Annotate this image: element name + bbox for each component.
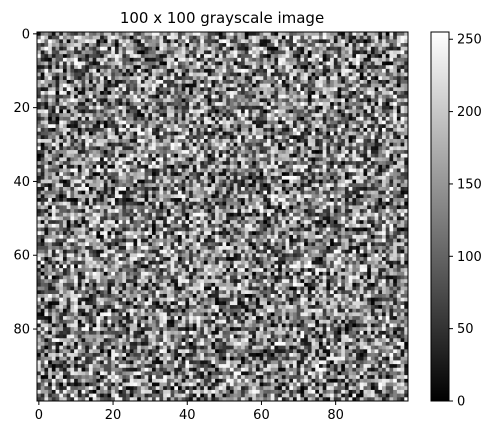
x-tick-label: 80 (327, 408, 344, 423)
heatmap-image (37, 32, 409, 402)
x-tick-label: 0 (35, 408, 43, 423)
colorbar-tick-label: 200 (457, 105, 482, 120)
x-tick-label: 40 (179, 408, 196, 423)
x-tick-label: 20 (105, 408, 122, 423)
y-tick-label: 60 (13, 249, 30, 264)
plot-frame (36, 31, 409, 402)
y-tick-label: 0 (22, 27, 30, 42)
y-tick-label: 20 (13, 101, 30, 116)
colorbar (430, 31, 450, 402)
colorbar-tick-label: 250 (457, 33, 482, 48)
y-tick-label: 40 (13, 175, 30, 190)
colorbar-tick-label: 0 (457, 395, 465, 410)
colorbar-tick-label: 150 (457, 177, 482, 192)
y-tick-label: 80 (13, 323, 30, 338)
chart-title: 100 x 100 grayscale image (120, 9, 324, 27)
y-axis: 0 20 40 60 80 (13, 27, 37, 338)
colorbar-axis: 0 50 100 150 200 250 (449, 33, 482, 410)
x-tick-label: 60 (253, 408, 270, 423)
colorbar-tick-label: 100 (457, 250, 482, 265)
colorbar-tick-label: 50 (457, 322, 474, 337)
x-axis: 0 20 40 60 80 (35, 401, 344, 423)
